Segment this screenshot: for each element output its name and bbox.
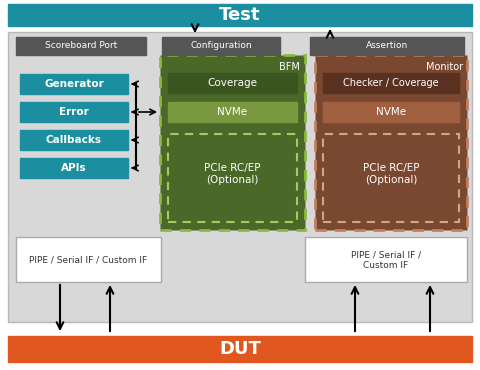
Text: NVMe: NVMe bbox=[217, 107, 247, 117]
Bar bbox=[16, 237, 161, 282]
Bar bbox=[162, 37, 280, 55]
Text: Test: Test bbox=[219, 6, 261, 24]
Text: Coverage: Coverage bbox=[207, 78, 257, 88]
Text: Checker / Coverage: Checker / Coverage bbox=[343, 78, 439, 88]
Bar bbox=[16, 37, 146, 55]
Bar bbox=[20, 74, 128, 94]
Bar bbox=[305, 237, 467, 282]
Bar bbox=[20, 130, 128, 150]
Text: BFM: BFM bbox=[279, 62, 300, 72]
Bar bbox=[310, 37, 464, 55]
Bar bbox=[323, 73, 459, 93]
Bar bbox=[160, 55, 305, 230]
Text: APIs: APIs bbox=[61, 163, 87, 173]
Text: NVMe: NVMe bbox=[376, 107, 406, 117]
Text: Configuration: Configuration bbox=[190, 41, 252, 50]
Bar bbox=[168, 102, 297, 122]
Bar bbox=[8, 32, 472, 322]
Text: Scoreboard Port: Scoreboard Port bbox=[45, 41, 117, 50]
Bar bbox=[315, 55, 467, 230]
Bar bbox=[20, 102, 128, 122]
Text: Callbacks: Callbacks bbox=[46, 135, 102, 145]
Text: Monitor: Monitor bbox=[426, 62, 463, 72]
Text: PCIe RC/EP
(Optional): PCIe RC/EP (Optional) bbox=[204, 163, 260, 185]
Text: PIPE / Serial IF / Custom IF: PIPE / Serial IF / Custom IF bbox=[29, 256, 147, 265]
Text: DUT: DUT bbox=[219, 340, 261, 358]
Text: Assertion: Assertion bbox=[366, 41, 408, 50]
Bar bbox=[8, 336, 472, 362]
Text: Error: Error bbox=[59, 107, 89, 117]
Text: PCIe RC/EP
(Optional): PCIe RC/EP (Optional) bbox=[363, 163, 419, 185]
Text: Generator: Generator bbox=[44, 79, 104, 89]
Bar bbox=[20, 158, 128, 178]
Bar bbox=[168, 73, 297, 93]
Bar bbox=[323, 134, 459, 222]
Bar bbox=[168, 134, 297, 222]
Text: PIPE / Serial IF /
Custom IF: PIPE / Serial IF / Custom IF bbox=[351, 250, 421, 270]
Bar bbox=[8, 4, 472, 26]
Bar bbox=[323, 102, 459, 122]
